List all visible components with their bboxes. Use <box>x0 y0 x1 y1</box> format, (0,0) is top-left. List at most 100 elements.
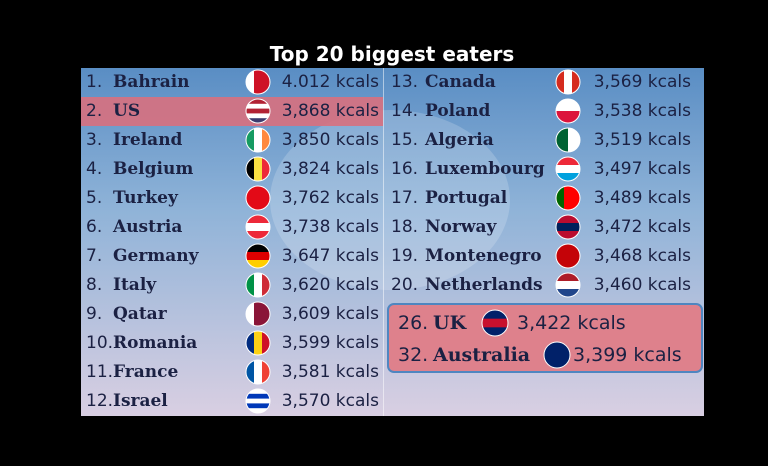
kcals: 3,570 kcals <box>282 391 379 411</box>
map-decoration <box>270 110 510 290</box>
flag-border <box>245 98 271 124</box>
rank: 15. <box>391 130 418 150</box>
flag-stripe <box>246 108 270 114</box>
rank: 5. <box>86 188 102 208</box>
rank: 11. <box>86 362 113 382</box>
kcals: 4.012 kcals <box>282 72 379 92</box>
country: Poland <box>425 101 490 121</box>
flag-stripe <box>564 186 573 210</box>
flag <box>556 186 580 210</box>
flag-stripe <box>556 281 580 290</box>
flag-stripe <box>254 70 263 94</box>
country: Belgium <box>113 159 193 179</box>
rank: 12. <box>86 391 113 411</box>
country: Netherlands <box>425 275 543 295</box>
column-divider <box>383 68 384 416</box>
flag-stripe <box>246 215 270 224</box>
flag-stripe <box>254 157 263 181</box>
country: UK <box>433 312 468 334</box>
rank: 13. <box>391 72 418 92</box>
flag-stripe <box>254 302 263 326</box>
flag <box>556 157 580 181</box>
flag-stripe <box>564 70 573 94</box>
flag-border <box>555 69 581 95</box>
country: Turkey <box>113 188 179 208</box>
flag-stripe <box>246 403 270 409</box>
flag-stripe <box>246 393 270 400</box>
rank: 18. <box>391 217 418 237</box>
flag-border <box>245 301 271 327</box>
country: Australia <box>432 344 530 366</box>
kcals: 3,472 kcals <box>594 217 691 237</box>
flag-stripe <box>262 70 270 94</box>
kcals: 3,519 kcals <box>594 130 691 150</box>
flag-border <box>555 214 581 240</box>
flag-stripe <box>246 389 270 395</box>
flag-stripe <box>246 223 270 232</box>
kcals: 3,422 kcals <box>517 312 626 334</box>
country: Canada <box>425 72 496 92</box>
flag-stripe <box>246 99 270 105</box>
kcals: 3,489 kcals <box>594 188 691 208</box>
flag-stripe <box>262 331 270 355</box>
flag-border <box>245 272 271 298</box>
flag-stripe <box>262 360 270 384</box>
flag-stripe <box>556 157 580 166</box>
country: Germany <box>113 246 200 266</box>
rank: 19. <box>391 246 418 266</box>
flag-stripe <box>482 327 508 336</box>
flag-stripe <box>246 186 270 210</box>
flag-border <box>245 243 271 269</box>
flag <box>556 273 580 297</box>
highlight-box <box>387 303 703 373</box>
flag-stripe <box>246 128 255 152</box>
flag-stripe <box>246 360 255 384</box>
flag-stripe <box>246 260 270 268</box>
flag <box>246 186 270 210</box>
flag <box>246 215 270 239</box>
kcals: 3,738 kcals <box>282 217 379 237</box>
flag-stripe <box>246 398 270 404</box>
flag-stripe <box>246 70 255 94</box>
country: Algeria <box>424 130 494 150</box>
flag-stripe <box>556 223 580 232</box>
flag <box>246 128 270 152</box>
kcals: 3,620 kcals <box>282 275 379 295</box>
country: Norway <box>425 217 497 237</box>
country: US <box>113 101 140 121</box>
rank: 6. <box>86 217 102 237</box>
flag-stripe <box>254 360 263 384</box>
flag-stripe <box>482 310 508 320</box>
flag <box>246 389 270 413</box>
rank: 20. <box>391 275 418 295</box>
flag-stripe <box>482 318 508 328</box>
country: Qatar <box>113 304 168 324</box>
flag <box>246 273 270 297</box>
rank: 9. <box>86 304 102 324</box>
flag-border <box>245 69 271 95</box>
title: Top 20 biggest eaters <box>270 42 515 66</box>
kcals: 3,497 kcals <box>594 159 691 179</box>
flag <box>246 70 270 94</box>
flag <box>246 360 270 384</box>
kcals: 3,647 kcals <box>282 246 379 266</box>
country: Luxembourg <box>425 159 545 179</box>
flag-border <box>555 98 581 124</box>
flag <box>556 70 580 94</box>
flag-stripe <box>246 113 270 119</box>
country: Israel <box>113 391 168 411</box>
rank: 4. <box>86 159 102 179</box>
kcals: 3,824 kcals <box>282 159 379 179</box>
flag-stripe <box>246 118 270 123</box>
flag-stripe <box>246 252 270 261</box>
flag-stripe <box>246 157 255 181</box>
rank: 17. <box>391 188 418 208</box>
country: Austria <box>112 217 182 237</box>
country: Montenegro <box>425 246 542 266</box>
country: Ireland <box>113 130 183 150</box>
flag <box>482 310 508 336</box>
flag-stripe <box>246 231 270 239</box>
flag-stripe <box>556 244 580 268</box>
title-bar <box>81 40 704 68</box>
